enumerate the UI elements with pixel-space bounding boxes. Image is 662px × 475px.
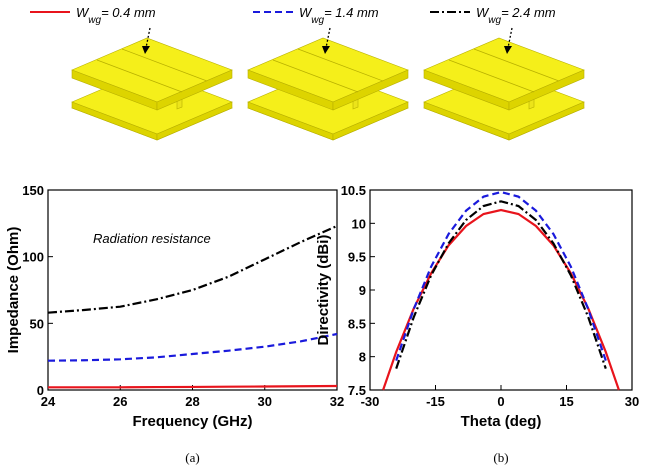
series-line [48,386,337,387]
legend-text: = 0.4 mm [101,5,156,20]
structure-illustration [72,28,584,140]
series-line [396,192,606,361]
x-tick-label: 32 [330,394,344,409]
x-tick-label: 30 [625,394,639,409]
x-tick-label: 15 [559,394,573,409]
y-axis-label: Directivity (dBi) [315,235,332,346]
y-tick-label: 0 [37,383,44,398]
legend-text: = 1.4 mm [324,5,379,20]
legend-subscript: wg [88,15,101,26]
y-tick-label: 10 [352,216,366,231]
caption: (a) [185,450,199,465]
annotation: Radiation resistance [93,231,211,246]
legend-subscript: wg [311,15,324,26]
x-tick-label: 0 [497,394,504,409]
y-tick-label: 8 [359,350,366,365]
series-line [396,201,606,368]
y-tick-label: 150 [22,183,44,198]
plot-frame [48,190,337,390]
legend: Wwg= 0.4 mm Wwg= 1.4 mm Wwg= 2.4 mm [30,5,556,26]
legend-label: Wwg= 1.4 mm [299,5,379,26]
caption: (b) [493,450,508,465]
x-tick-label: -15 [426,394,445,409]
figure: Wwg= 0.4 mm Wwg= 1.4 mm Wwg= 2.4 mm [0,0,662,470]
y-tick-label: 50 [30,316,44,331]
legend-label: Wwg= 2.4 mm [476,5,556,26]
series-line [383,210,619,390]
y-tick-label: 10.5 [341,183,366,198]
y-tick-label: 9 [359,283,366,298]
y-tick-label: 8.5 [348,316,366,331]
legend-subscript: wg [488,15,501,26]
x-tick-label: 30 [258,394,272,409]
x-axis-label: Theta (deg) [461,413,542,430]
x-tick-label: 28 [185,394,199,409]
legend-label: Wwg= 0.4 mm [76,5,156,26]
plot-frame [370,190,632,390]
y-tick-label: 9.5 [348,250,366,265]
y-tick-label: 100 [22,250,44,265]
y-axis-label: Impedance (Ohm) [5,227,22,354]
x-tick-label: 26 [113,394,127,409]
x-axis-label: Frequency (GHz) [132,413,252,430]
series-line [48,334,337,361]
legend-text: = 2.4 mm [501,5,556,20]
y-tick-label: 7.5 [348,383,366,398]
